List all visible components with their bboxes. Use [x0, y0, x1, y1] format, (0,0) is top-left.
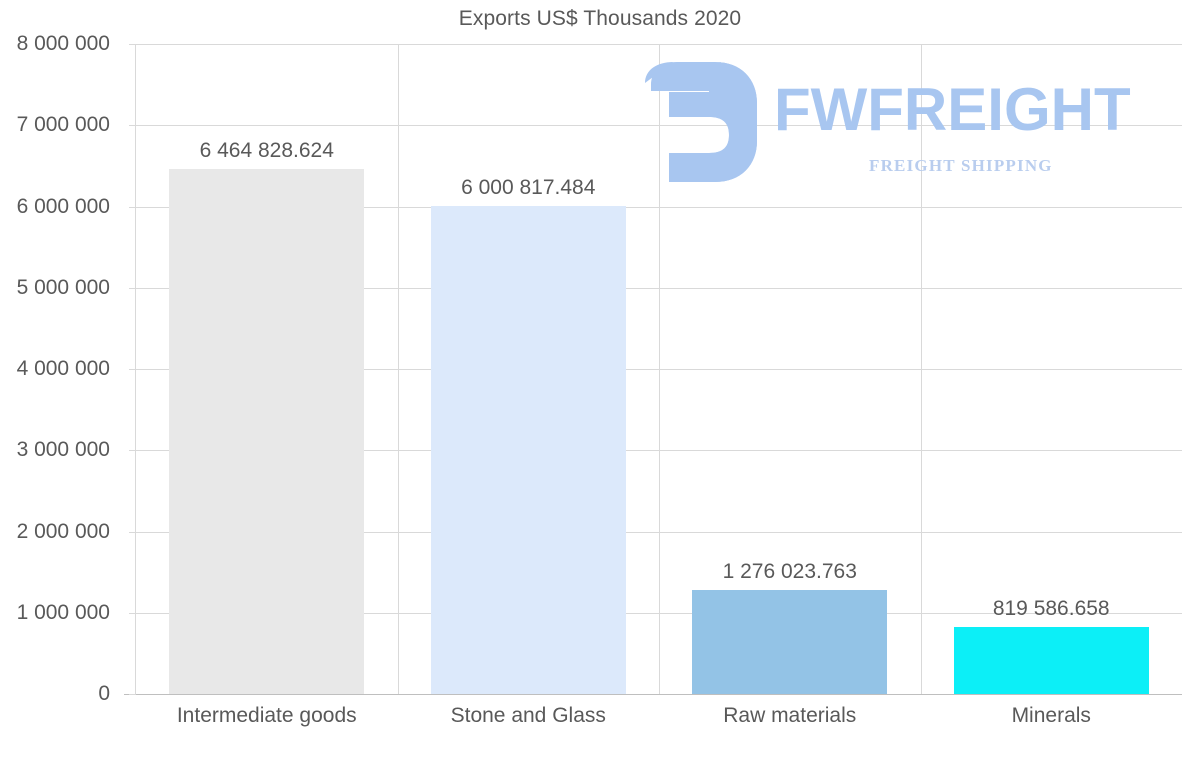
bar[interactable]: [169, 168, 365, 694]
y-axis-tick-label: 2 000 000: [16, 519, 110, 543]
y-axis-tick-mark: [129, 450, 136, 452]
bar[interactable]: [692, 590, 888, 694]
bar-value-label: 1 276 023.763: [722, 560, 857, 584]
bar-value-label: 819 586.658: [992, 597, 1110, 621]
y-axis-tick-label: 0: [98, 682, 110, 705]
bar[interactable]: [953, 627, 1149, 694]
gridline-vertical: [659, 44, 660, 694]
y-axis-tick-mark: [129, 44, 136, 45]
bar-value-label: 6 464 828.624: [199, 138, 334, 162]
x-axis-tick-label: Intermediate goods: [176, 704, 357, 727]
x-axis-tick-label: Stone and Glass: [450, 704, 606, 727]
y-axis-tick-mark: [129, 125, 136, 127]
bar[interactable]: [430, 206, 626, 694]
y-axis-tick-label: 8 000 000: [16, 32, 110, 55]
y-axis-tick-label: 7 000 000: [16, 113, 110, 137]
gridline-vertical: [397, 44, 399, 694]
y-axis-tick-label: 3 000 000: [16, 438, 110, 462]
x-axis-baseline: [124, 694, 1182, 695]
y-axis-tick-label: 6 000 000: [16, 194, 110, 218]
y-axis-tick-mark: [129, 612, 136, 614]
chart-title: Exports US$ Thousands 2020: [458, 7, 742, 30]
gridline-vertical: [920, 44, 922, 694]
bar-value-label: 6 000 817.484: [461, 176, 596, 200]
y-axis-tick-mark: [129, 531, 136, 533]
x-axis-tick-label: Minerals: [1011, 704, 1091, 727]
y-axis-tick-mark: [129, 206, 136, 208]
y-axis-tick-label: 4 000 000: [16, 357, 110, 380]
y-axis-tick-label: 5 000 000: [16, 275, 110, 299]
x-axis-tick-label: Raw materials: [723, 704, 857, 727]
y-axis-tick-mark: [129, 694, 136, 695]
plot-area: 6 464 828.624 6 000 817.484 1 276 023.763 8…: [124, 44, 1182, 695]
y-axis-tick-label: 1 000 000: [16, 600, 110, 624]
y-axis-tick-mark: [129, 369, 136, 370]
y-axis-tick-mark: [129, 287, 136, 289]
